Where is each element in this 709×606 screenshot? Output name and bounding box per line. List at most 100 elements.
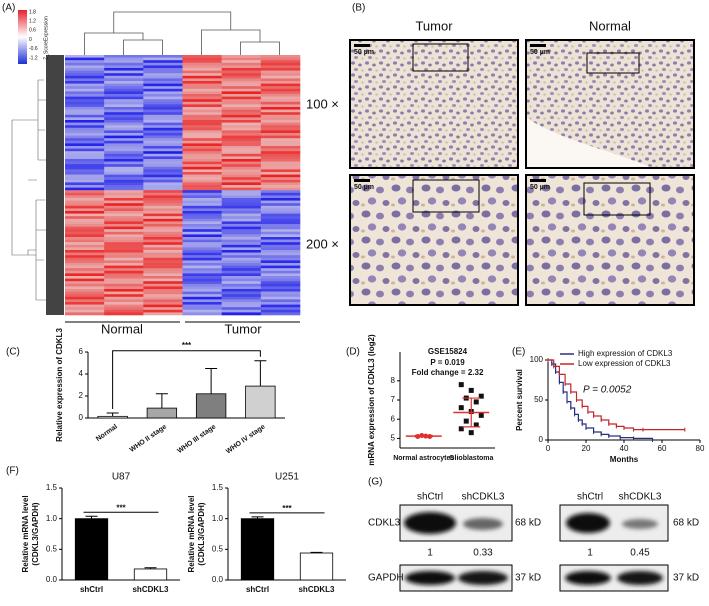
heatmap-cell bbox=[143, 146, 183, 149]
heatmap-cell bbox=[221, 146, 262, 149]
heatmap-cell bbox=[143, 65, 183, 69]
heatmap-cell bbox=[65, 112, 105, 116]
heatmap-cell bbox=[260, 234, 301, 238]
heatmap-cell bbox=[260, 135, 301, 139]
heatmap-cell bbox=[182, 289, 222, 292]
heatmap-cell bbox=[182, 122, 222, 126]
heatmap-cell bbox=[143, 78, 183, 82]
y-tick-label: 0 bbox=[539, 435, 544, 444]
heatmap-cell bbox=[221, 312, 262, 316]
heatmap-cell bbox=[260, 281, 301, 285]
heatmap-cell bbox=[221, 208, 262, 212]
heatmap-cell bbox=[65, 208, 105, 212]
error-bar bbox=[251, 516, 264, 519]
sd-bar bbox=[414, 434, 433, 438]
heatmap-cell bbox=[65, 68, 105, 71]
group-label: Tumor bbox=[224, 321, 262, 336]
band-ratio: 1 bbox=[427, 548, 433, 559]
heatmap-cell bbox=[221, 229, 262, 233]
heatmap-cell bbox=[104, 304, 144, 308]
heatmap-cell bbox=[182, 278, 222, 282]
colorbar-tick: -1.2 bbox=[29, 55, 38, 61]
heatmap-cell bbox=[260, 159, 301, 162]
column-header: Tumor bbox=[415, 18, 453, 33]
heatmap-cell bbox=[182, 260, 222, 264]
heatmap-cell bbox=[221, 88, 262, 92]
heatmap-cell bbox=[260, 127, 301, 131]
chart-subtitle: P = 0.019 bbox=[430, 358, 465, 367]
heatmap-cell bbox=[221, 218, 262, 222]
heatmap-cell bbox=[143, 302, 183, 305]
heatmap-cell bbox=[221, 252, 262, 256]
panel-label: (E) bbox=[512, 347, 525, 358]
bar bbox=[299, 552, 334, 581]
heatmap-cell bbox=[104, 78, 144, 82]
scale-label: 50 µm bbox=[354, 49, 374, 56]
heatmap-cell bbox=[65, 104, 105, 108]
heatmap-cell bbox=[221, 234, 262, 238]
heatmap-cell bbox=[104, 281, 144, 285]
heatmap-cell bbox=[104, 260, 144, 264]
heatmap-cell bbox=[104, 276, 144, 279]
heatmap-cell bbox=[104, 263, 144, 266]
heatmap-cell bbox=[221, 94, 262, 97]
heatmap-cell bbox=[260, 101, 301, 105]
heatmap-cell bbox=[260, 86, 301, 90]
heatmap-cell bbox=[221, 120, 262, 123]
heatmap-cell bbox=[182, 221, 222, 225]
heatmap-cell bbox=[143, 289, 183, 292]
heatmap-cell bbox=[260, 99, 301, 103]
heatmap-cell bbox=[104, 140, 144, 144]
heatmap-cell bbox=[260, 65, 301, 69]
heatmap-cell bbox=[143, 221, 183, 225]
heatmap-cell bbox=[143, 216, 183, 220]
heatmap-cell bbox=[143, 234, 183, 238]
heatmap-cell bbox=[182, 130, 222, 134]
heatmap-cell bbox=[143, 265, 183, 269]
heatmap-cell bbox=[143, 68, 183, 71]
heatmap-cell bbox=[221, 104, 262, 108]
heatmap-cell bbox=[182, 88, 222, 92]
heatmap-cell bbox=[182, 270, 222, 274]
lane-label: shCDKL3 bbox=[462, 492, 505, 503]
heatmap-cell bbox=[104, 65, 144, 69]
heatmap-cell bbox=[260, 148, 301, 152]
heatmap-cell bbox=[221, 203, 262, 207]
heatmap-cell bbox=[143, 276, 183, 279]
bar bbox=[245, 385, 276, 419]
heatmap-cell bbox=[143, 114, 183, 118]
heatmap-cell bbox=[260, 268, 301, 272]
heatmap-cell bbox=[143, 270, 183, 274]
heatmap-cell bbox=[221, 156, 262, 160]
heatmap-cell bbox=[104, 283, 144, 287]
heatmap-cell bbox=[221, 81, 262, 84]
heatmap-cell bbox=[182, 237, 222, 240]
heatmap-cell bbox=[260, 309, 301, 313]
heatmap-cell bbox=[182, 73, 222, 77]
heatmap-cell bbox=[143, 164, 183, 168]
heatmap-cell bbox=[182, 94, 222, 97]
heatmap-cell bbox=[65, 133, 105, 136]
heatmap-cell bbox=[260, 208, 301, 212]
heatmap-cell bbox=[221, 60, 262, 64]
heatmap-cell bbox=[182, 117, 222, 121]
heatmap-cell bbox=[143, 60, 183, 64]
y-tick-label: 1.0 bbox=[212, 514, 224, 523]
heatmap-cell bbox=[182, 107, 222, 110]
heatmap-cell bbox=[221, 213, 262, 217]
heatmap-cell bbox=[182, 190, 222, 194]
heatmap-cell bbox=[182, 291, 222, 295]
heatmap-cell bbox=[143, 127, 183, 131]
x-tick-label: shCDKL3 bbox=[132, 585, 169, 594]
chart-title: U87 bbox=[112, 472, 131, 483]
heatmap-cell bbox=[65, 213, 105, 217]
heatmap-cell bbox=[65, 130, 105, 134]
heatmap-cell bbox=[221, 130, 262, 134]
heatmap-cell bbox=[260, 179, 301, 183]
heatmap-cell bbox=[182, 177, 222, 181]
heatmap-cell bbox=[182, 211, 222, 214]
heatmap-cell bbox=[65, 164, 105, 168]
heatmap-cell bbox=[260, 283, 301, 287]
heatmap-cell bbox=[143, 107, 183, 110]
